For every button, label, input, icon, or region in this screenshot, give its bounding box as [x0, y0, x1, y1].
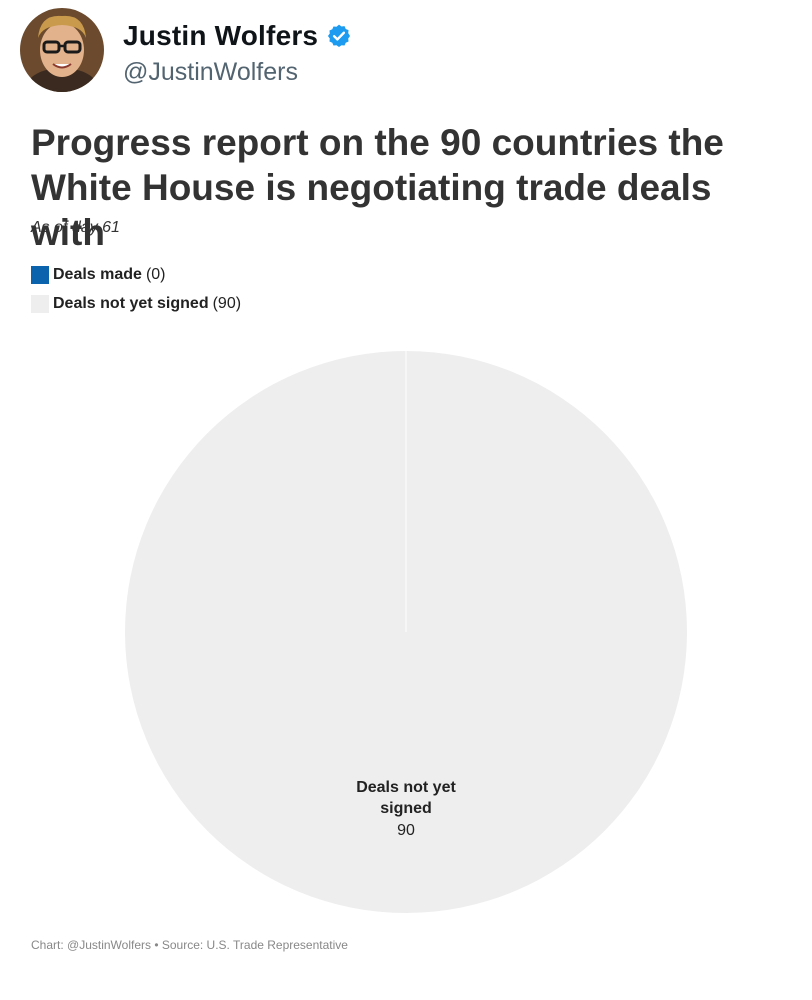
- chart-footer: Chart: @JustinWolfers • Source: U.S. Tra…: [31, 938, 348, 952]
- chart-legend: Deals made (0) Deals not yet signed (90): [31, 260, 241, 318]
- slice-label-line1: Deals not yet: [356, 779, 456, 796]
- slice-label-line2: signed: [380, 800, 432, 817]
- display-name[interactable]: Justin Wolfers: [123, 20, 319, 51]
- user-handle[interactable]: @JustinWolfers: [123, 58, 298, 86]
- slice-value: 90: [397, 822, 415, 839]
- avatar-photo: [20, 8, 104, 92]
- legend-count: (90): [212, 294, 242, 312]
- legend-item-deals-made: Deals made (0): [31, 260, 241, 289]
- avatar[interactable]: [20, 8, 104, 92]
- verified-badge-icon: [326, 23, 352, 49]
- legend-item-deals-not-signed: Deals not yet signed (90): [31, 289, 241, 318]
- legend-swatch-deals-not-signed: [31, 294, 49, 313]
- chart-subtitle: As of day 61: [31, 219, 120, 236]
- legend-swatch-deals-made: [31, 265, 49, 284]
- chart-title: Progress report on the 90 countries the …: [31, 122, 724, 253]
- tweet-header: Justin Wolfers @JustinWolfers: [20, 8, 780, 94]
- legend-label: Deals not yet signed: [53, 294, 209, 312]
- legend-label: Deals made: [53, 265, 142, 283]
- legend-count: (0): [145, 265, 166, 283]
